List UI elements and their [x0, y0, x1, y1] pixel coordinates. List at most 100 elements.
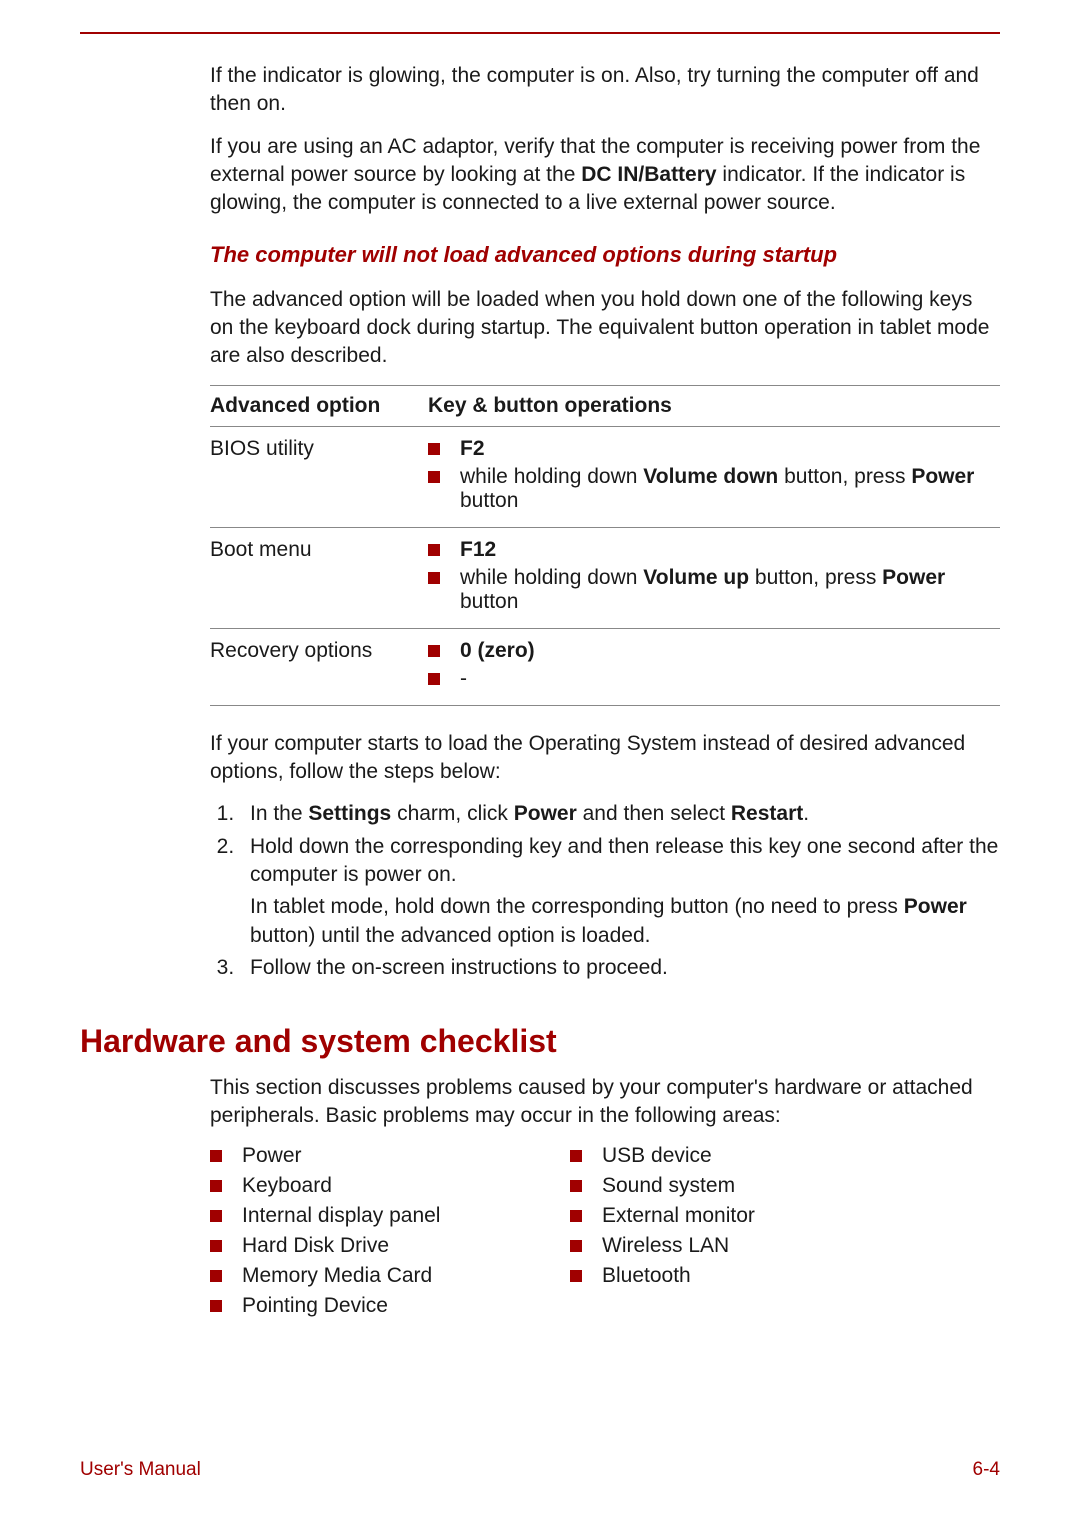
- hardware-two-col: Power Keyboard Internal display panel Ha…: [80, 1144, 1000, 1324]
- op-text: F2: [460, 437, 992, 461]
- text: button: [460, 489, 518, 512]
- ops-cell: F12 while holding down Volume up button,…: [428, 527, 1000, 628]
- footer-left: User's Manual: [80, 1459, 201, 1481]
- intro-paragraph-1: If the indicator is glowing, the compute…: [80, 62, 1000, 119]
- list-item: Internal display panel: [210, 1204, 510, 1228]
- square-bullet-icon: [570, 1150, 582, 1162]
- advanced-options-table: Advanced option Key & button operations …: [210, 385, 1000, 706]
- text: In tablet mode, hold down the correspond…: [250, 895, 904, 918]
- text: Wireless LAN: [602, 1234, 729, 1258]
- text: while holding down: [460, 566, 643, 589]
- ops-cell: 0 (zero) -: [428, 628, 1000, 705]
- bold: Settings: [308, 802, 391, 825]
- text: charm, click: [391, 802, 514, 825]
- square-bullet-icon: [570, 1180, 582, 1192]
- text: button, press: [778, 465, 911, 488]
- list-item: USB device: [570, 1144, 755, 1168]
- text: -: [460, 667, 467, 690]
- page-footer: User's Manual 6-4: [80, 1458, 1000, 1481]
- op-text: -: [460, 667, 992, 691]
- table-header-option: Advanced option: [210, 385, 428, 426]
- text: Keyboard: [242, 1174, 332, 1198]
- square-bullet-icon: [210, 1240, 222, 1252]
- square-bullet-icon: [210, 1180, 222, 1192]
- text: External monitor: [602, 1204, 755, 1228]
- step-item: In the Settings charm, click Power and t…: [240, 800, 1000, 828]
- table-row: Boot menu F12 while holding down Volume …: [210, 527, 1000, 628]
- intro-paragraph-2: If you are using an AC adaptor, verify t…: [80, 133, 1000, 218]
- key-bold: F2: [460, 437, 485, 460]
- text: Memory Media Card: [242, 1264, 432, 1288]
- option-cell: Boot menu: [210, 527, 428, 628]
- square-bullet-icon: [428, 443, 440, 455]
- op-item: F2: [428, 437, 992, 461]
- key-bold: F12: [460, 538, 496, 561]
- square-bullet-icon: [428, 645, 440, 657]
- text: and then select: [577, 802, 731, 825]
- text: In the: [250, 802, 308, 825]
- key-bold: Volume up: [643, 566, 749, 589]
- list-item: Sound system: [570, 1174, 755, 1198]
- text: button) until the advanced option is loa…: [250, 924, 650, 947]
- bold: Power: [514, 802, 577, 825]
- list-item: Keyboard: [210, 1174, 510, 1198]
- list-item: Bluetooth: [570, 1264, 755, 1288]
- text: Follow the on-screen instructions to pro…: [250, 956, 668, 979]
- text: Bluetooth: [602, 1264, 691, 1288]
- text: Hard Disk Drive: [242, 1234, 389, 1258]
- dc-in-battery-bold: DC IN/Battery: [581, 163, 716, 186]
- square-bullet-icon: [210, 1210, 222, 1222]
- text: Pointing Device: [242, 1294, 388, 1318]
- after-table-text: If your computer starts to load the Oper…: [80, 730, 1000, 787]
- op-item: -: [428, 667, 992, 691]
- steps-list: In the Settings charm, click Power and t…: [80, 800, 1000, 982]
- list-item: Wireless LAN: [570, 1234, 755, 1258]
- hardware-list-left: Power Keyboard Internal display panel Ha…: [210, 1144, 510, 1324]
- op-text: while holding down Volume up button, pre…: [460, 566, 992, 614]
- square-bullet-icon: [428, 673, 440, 685]
- text: Sound system: [602, 1174, 735, 1198]
- advanced-intro: The advanced option will be loaded when …: [80, 286, 1000, 371]
- key-bold: Volume down: [643, 465, 778, 488]
- footer-right: 6-4: [973, 1459, 1000, 1481]
- text: button, press: [749, 566, 882, 589]
- square-bullet-icon: [210, 1150, 222, 1162]
- hardware-intro: This section discusses problems caused b…: [80, 1074, 1000, 1131]
- square-bullet-icon: [428, 544, 440, 556]
- square-bullet-icon: [428, 471, 440, 483]
- text: button: [460, 590, 518, 613]
- key-bold: Power: [882, 566, 945, 589]
- text: USB device: [602, 1144, 712, 1168]
- list-item: External monitor: [570, 1204, 755, 1228]
- list-item: Memory Media Card: [210, 1264, 510, 1288]
- top-rule: [80, 32, 1000, 34]
- bold: Power: [904, 895, 967, 918]
- square-bullet-icon: [570, 1210, 582, 1222]
- table-row: BIOS utility F2 while holding down Volum…: [210, 426, 1000, 527]
- square-bullet-icon: [570, 1240, 582, 1252]
- table-row: Recovery options 0 (zero) -: [210, 628, 1000, 705]
- bold: Restart: [731, 802, 803, 825]
- text: Internal display panel: [242, 1204, 440, 1228]
- step-sub: In tablet mode, hold down the correspond…: [250, 893, 1000, 950]
- table-header-ops: Key & button operations: [428, 385, 1000, 426]
- op-text: while holding down Volume down button, p…: [460, 465, 992, 513]
- op-item: while holding down Volume down button, p…: [428, 465, 992, 513]
- op-text: F12: [460, 538, 992, 562]
- key-bold: 0 (zero): [460, 639, 535, 662]
- step-item: Follow the on-screen instructions to pro…: [240, 954, 1000, 982]
- list-item: Power: [210, 1144, 510, 1168]
- subheading-startup: The computer will not load advanced opti…: [80, 242, 1000, 268]
- square-bullet-icon: [210, 1270, 222, 1282]
- square-bullet-icon: [570, 1270, 582, 1282]
- list-item: Hard Disk Drive: [210, 1234, 510, 1258]
- square-bullet-icon: [210, 1300, 222, 1312]
- option-cell: BIOS utility: [210, 426, 428, 527]
- op-text: 0 (zero): [460, 639, 992, 663]
- option-cell: Recovery options: [210, 628, 428, 705]
- square-bullet-icon: [428, 572, 440, 584]
- heading-hardware-checklist: Hardware and system checklist: [80, 1023, 1000, 1060]
- text: .: [803, 802, 809, 825]
- key-bold: Power: [911, 465, 974, 488]
- list-item: Pointing Device: [210, 1294, 510, 1318]
